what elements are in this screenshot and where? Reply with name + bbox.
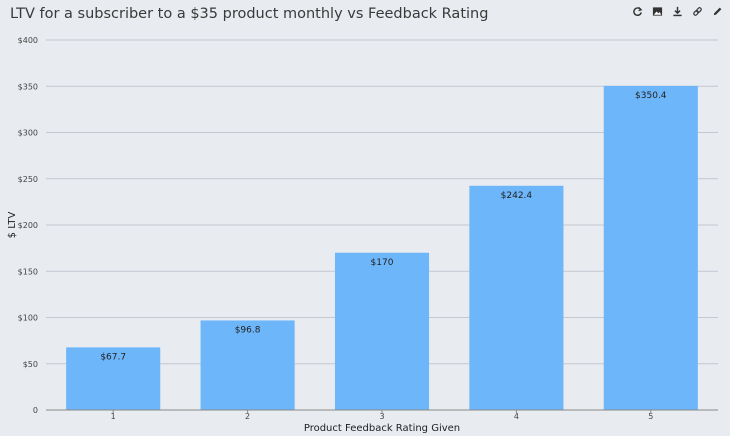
x-tick-label: 3 <box>379 412 384 421</box>
y-tick-label: $250 <box>18 175 38 184</box>
link-icon[interactable] <box>690 4 704 18</box>
data-labels: $67.7 $96.8 $170 $242.4 $350.4 <box>100 91 666 362</box>
bar[interactable] <box>334 252 430 410</box>
x-axis-title: Product Feedback Rating Given <box>304 423 460 434</box>
chart-title: LTV for a subscriber to a $35 product mo… <box>10 6 489 22</box>
y-tick-label: $300 <box>18 129 38 138</box>
data-label: $170 <box>371 258 394 268</box>
x-tick-label: 4 <box>514 412 519 421</box>
image-icon[interactable] <box>650 4 664 18</box>
y-tick-label: $350 <box>18 82 38 91</box>
data-label: $67.7 <box>100 352 126 362</box>
edit-icon[interactable] <box>710 4 724 18</box>
x-tick-label: 5 <box>648 412 653 421</box>
x-tick-label: 2 <box>245 412 250 421</box>
x-axis-ticks: 1 2 3 4 5 <box>111 410 653 421</box>
bars <box>66 85 698 410</box>
chart-toolbar <box>630 4 724 18</box>
x-tick-label: 1 <box>111 412 116 421</box>
bar[interactable] <box>200 320 295 410</box>
y-tick-label: $400 <box>18 36 38 45</box>
bar[interactable] <box>66 347 161 410</box>
y-tick-label: $200 <box>18 221 38 230</box>
data-label: $350.4 <box>635 91 667 101</box>
y-axis-title: $ LTV <box>7 212 18 239</box>
y-tick-label: $100 <box>18 314 38 323</box>
data-label: $96.8 <box>235 325 261 335</box>
y-axis-ticks: 0 $50 $100 $150 $200 $250 $300 $350 $400 <box>18 36 38 415</box>
y-tick-label: 0 <box>33 406 38 415</box>
y-tick-label: $50 <box>23 360 38 369</box>
download-icon[interactable] <box>670 4 684 18</box>
refresh-icon[interactable] <box>630 4 644 18</box>
bar[interactable] <box>469 185 564 410</box>
y-tick-label: $150 <box>18 267 38 276</box>
bar[interactable] <box>603 85 698 410</box>
data-label: $242.4 <box>501 191 533 201</box>
